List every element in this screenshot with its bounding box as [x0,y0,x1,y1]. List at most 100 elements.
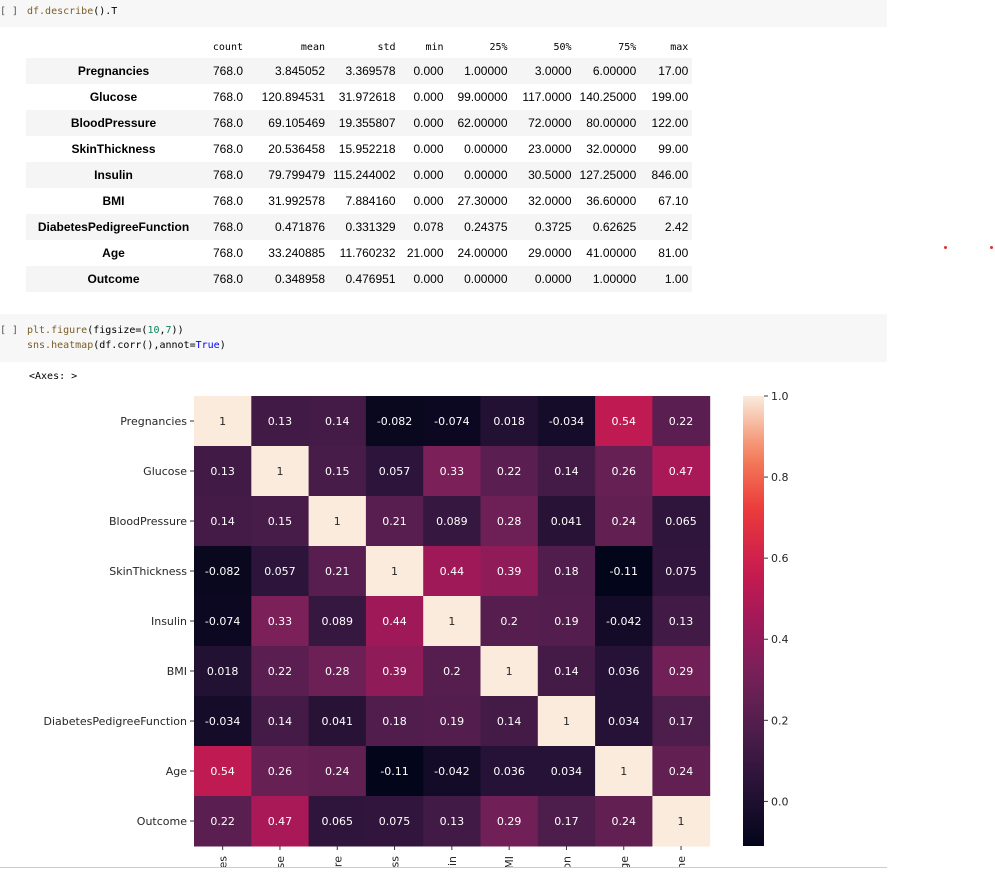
heatmap-cell [480,396,539,447]
table-cell: 7.884160 [345,194,396,208]
table-cell: 768.0 [212,194,243,208]
code-token: ) [219,340,226,351]
cell-prompt[interactable]: [ ] [0,6,19,17]
cell-annotation: 0.22 [210,815,235,828]
heatmap-cell [251,396,310,447]
cell-annotation: 0.24 [612,815,637,828]
heatmap-cell [595,596,653,647]
table-cell: 0.000 [413,64,444,78]
cell-prompt[interactable]: [ ] [0,325,19,336]
heatmap-cell [537,746,596,797]
cell-annotation: 0.47 [669,465,694,478]
heatmap-cell [308,596,367,647]
red-dot-decoration [944,246,947,249]
heatmap-cell [194,396,252,447]
heatmap-cell [308,446,367,497]
code-cell-describe[interactable]: [ ] df.describe().T [0,0,887,27]
cell-annotation: 1 [563,715,570,728]
row-label: BloodPressure [70,116,157,130]
table-cell: 32.0000 [528,194,572,208]
cell-annotation: -0.11 [380,765,408,778]
heatmap-cell [537,496,596,547]
cell-annotation: 0.15 [268,515,293,528]
heatmap-cell [595,796,653,847]
cell-annotation: 1 [506,665,513,678]
table-cell: 115.244002 [333,168,396,182]
table-cell: 81.00 [658,246,689,260]
cell-annotation: 0.19 [440,715,465,728]
table-cell: 140.25000 [579,90,637,104]
cell-annotation: 0.14 [497,715,522,728]
table-cell: 29.0000 [528,246,572,260]
table-cell: 0.24375 [464,220,508,234]
table-cell: 1.00000 [592,272,637,286]
row-label: Glucose [89,90,138,104]
heatmap-cell [480,646,539,697]
code-line: df.describe().T [27,4,117,19]
cell-annotation: 0.22 [268,665,293,678]
cell-annotation: -0.082 [377,415,412,428]
heatmap-cell [537,596,596,647]
cell-annotation: 0.22 [669,415,694,428]
table-cell: 11.760232 [339,246,396,260]
code-token: , [159,325,166,336]
heatmap-cell [652,546,711,597]
code-input[interactable]: plt.figure(figsize=(10,7)) sns.heatmap(df… [27,323,226,353]
heatmap-cell [194,596,252,647]
cell-annotation: 0.13 [268,415,293,428]
table-cell: 768.0 [212,116,243,130]
row-label: Outcome [87,272,140,286]
x-tick-label: MI [503,856,516,867]
y-tick-label: DiabetesPedigreeFunction [44,715,187,728]
table-cell: 0.62625 [592,220,637,234]
heatmap-cell [308,646,367,697]
cell-annotation: 0.39 [497,565,522,578]
row-label: Age [102,246,125,260]
cell-annotation: -0.11 [610,565,638,578]
heatmap-cell [537,446,596,497]
heatmap-cell [251,696,310,747]
table-cell: 36.60000 [586,194,637,208]
table-cell: 33.240885 [268,246,325,260]
heatmap-cell [595,396,653,447]
table-cell: 3.845052 [274,64,325,78]
table-cell: 0.000 [413,168,444,182]
table-cell: 0.078 [413,220,444,234]
cell-annotation: 0.13 [210,465,235,478]
code-cell-heatmap[interactable]: [ ] plt.figure(figsize=(10,7)) sns.heatma… [0,314,887,362]
y-tick-label: Glucose [143,465,187,478]
table-cell: 768.0 [212,142,243,156]
table-cell: 120.894531 [261,90,325,104]
table-cell: 23.0000 [528,142,572,156]
cell-annotation: -0.034 [205,715,240,728]
x-tick-label: ss [389,856,402,867]
heatmap-cell [194,546,252,597]
heatmap-cell [423,396,481,447]
table-cell: 768.0 [212,168,243,182]
table-cell: 24.00000 [457,246,508,260]
heatmap-cell [365,796,424,847]
cell-annotation: 1 [219,415,226,428]
row-label: Insulin [94,168,133,182]
table-cell: 0.348958 [274,272,325,286]
column-header: min [425,41,444,53]
heatmap-cell [423,746,481,797]
table-cell: 0.00000 [464,168,508,182]
table-cell: 122.00 [651,116,689,130]
cell-annotation: 1 [448,615,455,628]
cell-annotation: 0.14 [268,715,293,728]
cell-annotation: 0.018 [493,415,525,428]
y-tick-label: BMI [167,665,187,678]
cell-annotation: 0.075 [379,815,411,828]
heatmap-cell [194,796,252,847]
cell-annotation: 0.24 [612,515,637,528]
cell-annotation: 0.14 [325,415,350,428]
code-input[interactable]: df.describe().T [27,4,117,19]
heatmap-cell [423,546,481,597]
x-tick-label: on [560,856,573,867]
x-tick-label: re [331,856,344,867]
heatmap-cell [251,596,310,647]
code-token: (figsize=( [87,325,148,336]
y-tick-label: Pregnancies [120,415,187,428]
table-cell: 32.00000 [586,142,637,156]
